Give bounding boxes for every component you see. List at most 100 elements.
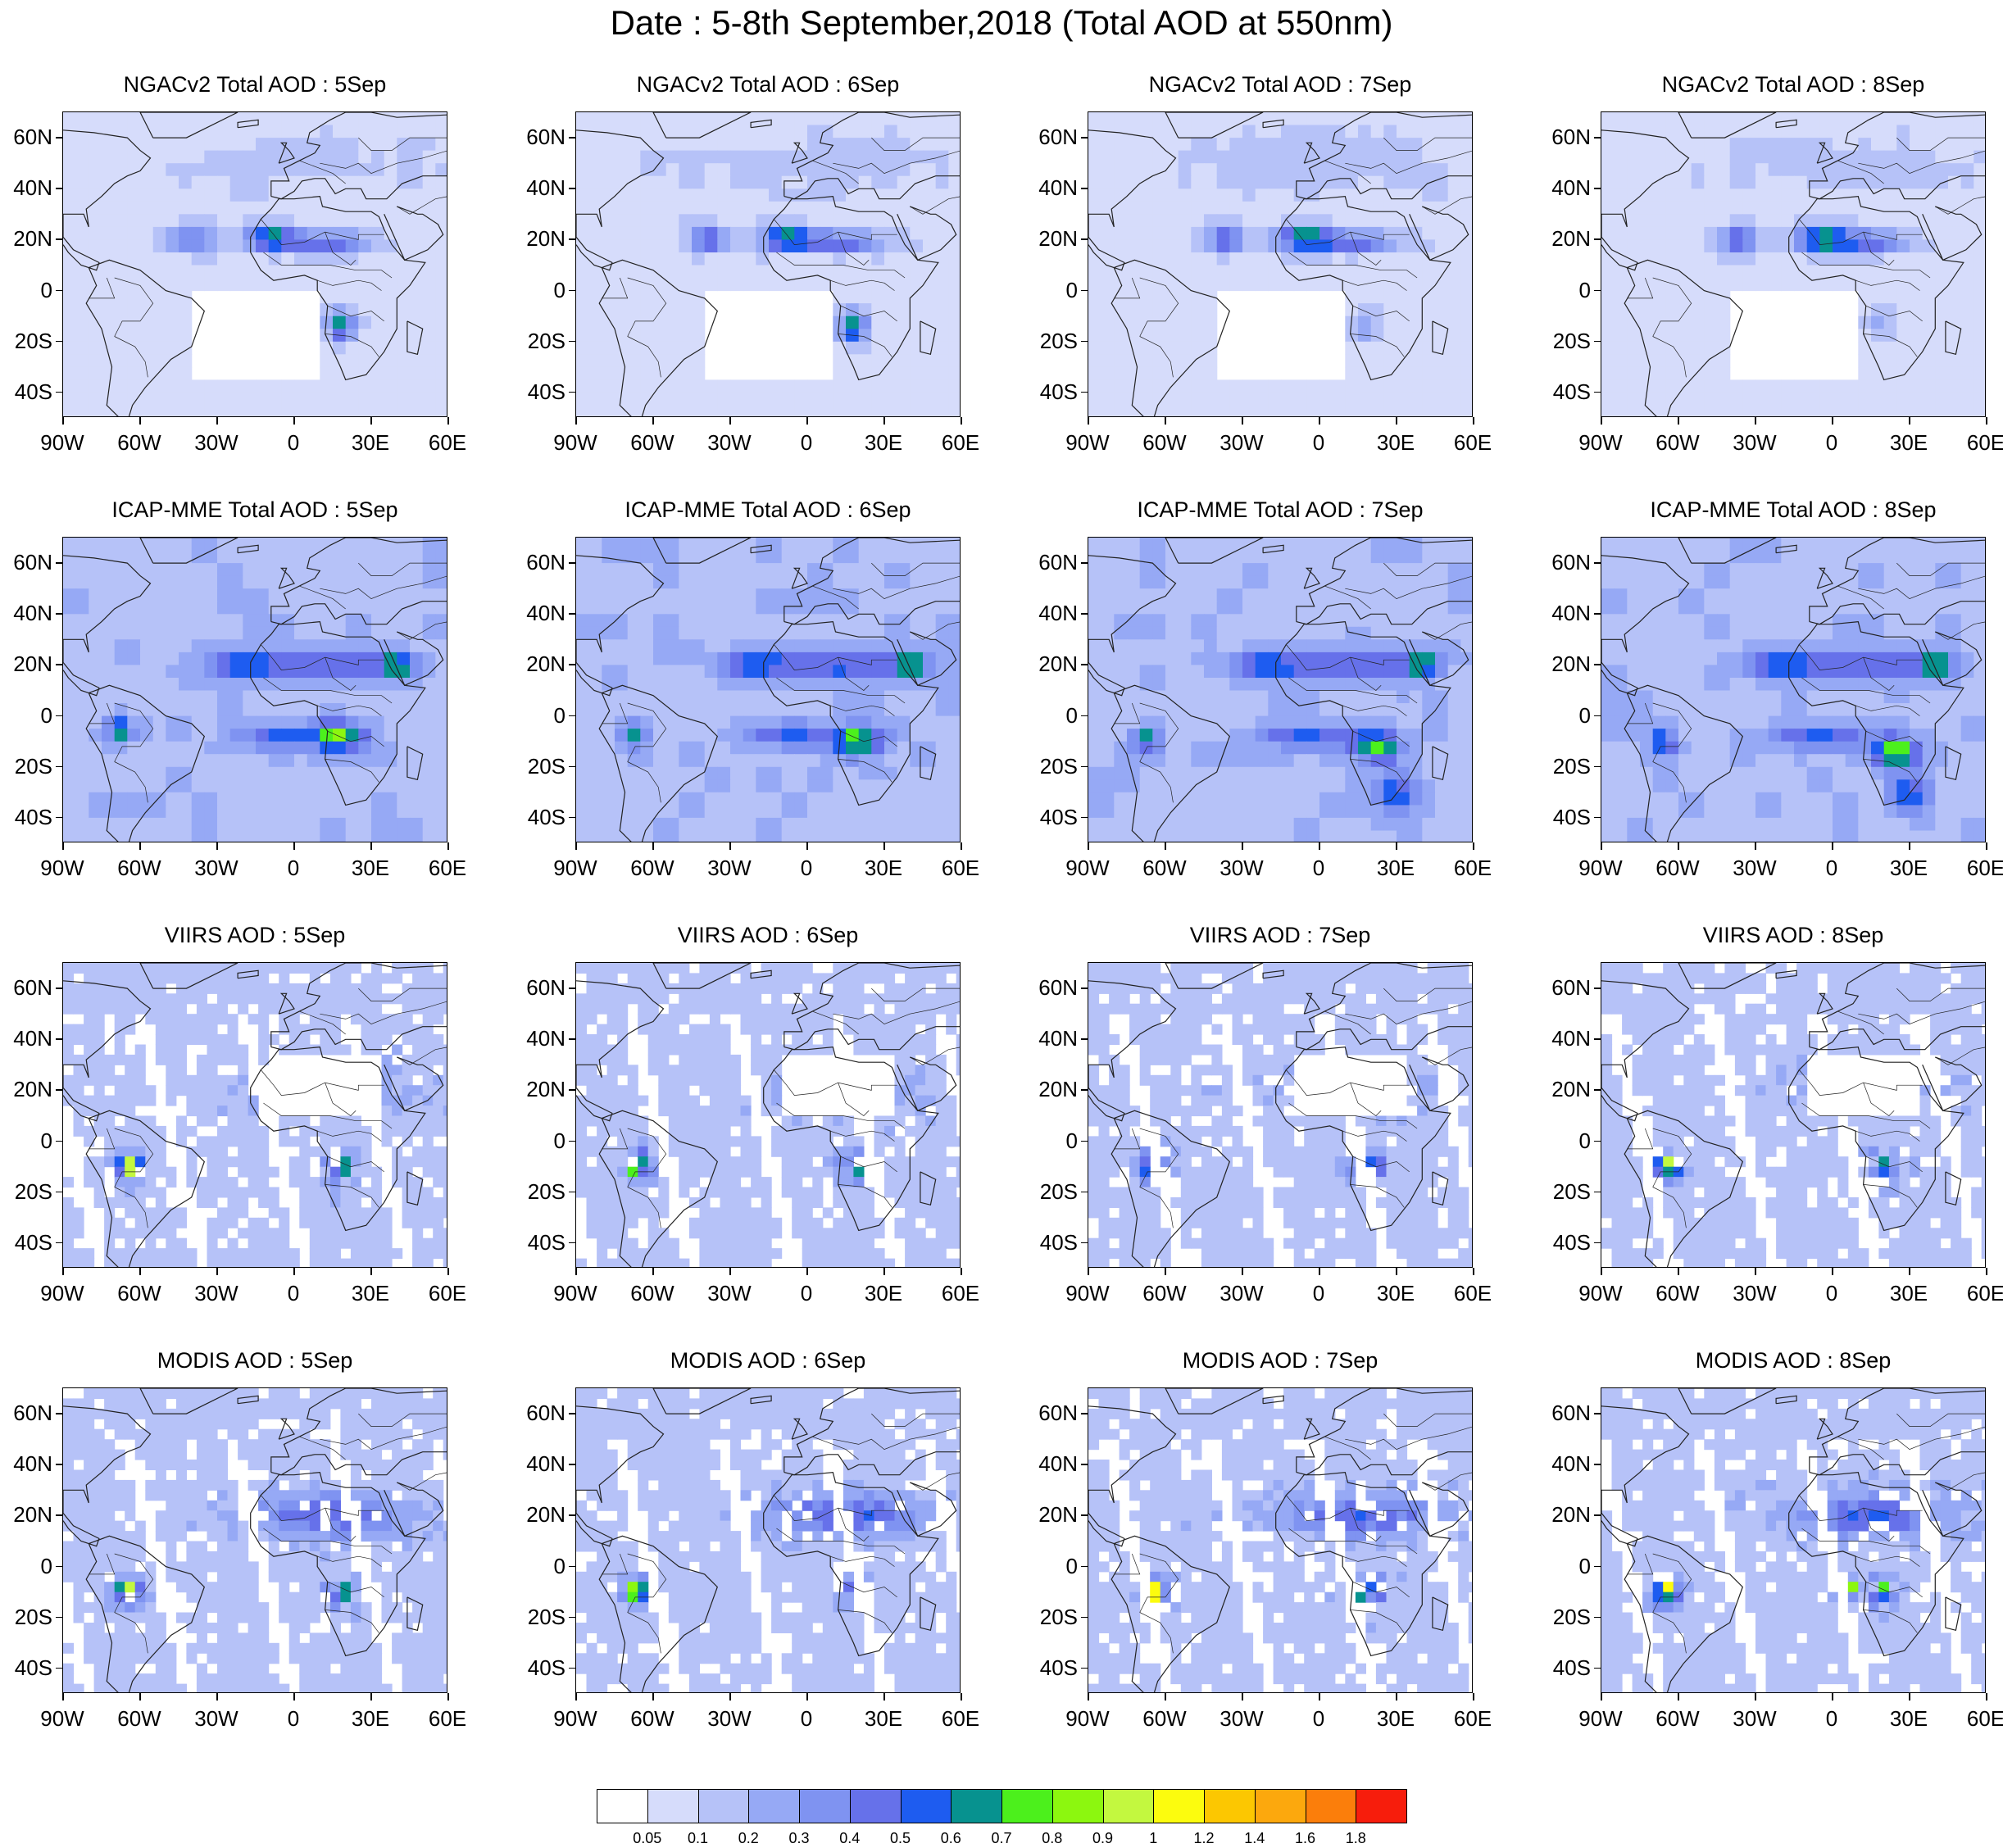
lat-tick-label: 40N (526, 601, 565, 626)
lat-tick-label: 60N (526, 975, 565, 1001)
panel-title: VIIRS AOD : 8Sep (1702, 923, 1884, 947)
lon-tick (1242, 417, 1243, 425)
lat-tick-label: 60N (1551, 1401, 1591, 1426)
map-panel-modis-3: MODIS AOD : 7Sep 60N 40N 20N 0 20S 40S 90W 60W 30… (1038, 1348, 1492, 1741)
lon-tick (370, 1693, 372, 1700)
lon-tick-label: 90W (553, 1706, 597, 1731)
lat-tick (1594, 1413, 1601, 1414)
lat-tick (1594, 1242, 1601, 1244)
lon-tick-label: 90W (1065, 856, 1110, 880)
lat-tick-label: 0 (553, 702, 565, 728)
lat-tick (56, 289, 62, 292)
map-panel-ngac-4: NGACv2 Total AOD : 8Sep 60N 40N 20N 0 20S 40S 9… (1551, 72, 2003, 465)
lon-tick (1909, 1693, 1910, 1700)
lon-tick-label: 60E (941, 1281, 980, 1305)
lon-tick (1473, 842, 1474, 850)
lon-tick-label: 30W (1733, 430, 1777, 455)
lat-tick (56, 1464, 62, 1465)
lon-tick (883, 417, 885, 425)
lat-tick (56, 391, 62, 393)
lat-tick (56, 1038, 62, 1040)
aod-field (576, 112, 960, 416)
lon-tick (1088, 1268, 1089, 1275)
lat-tick (56, 988, 62, 989)
lon-tick-label: 30W (1733, 1706, 1777, 1731)
colorbar-label: 1.4 (1244, 1830, 1265, 1846)
lon-tick-label: 60E (428, 1281, 467, 1305)
aod-map (1088, 111, 1473, 417)
lat-tick (1081, 765, 1088, 768)
lon-tick (1319, 842, 1320, 850)
lat-tick (569, 613, 575, 615)
lat-tick-label: 40S (1039, 1655, 1078, 1680)
lon-tick (1678, 417, 1679, 425)
lon-tick-label: 30E (1889, 1281, 1928, 1305)
lon-tick (652, 1693, 654, 1700)
lon-tick-label: 30W (1220, 1281, 1264, 1305)
lon-tick (806, 1693, 808, 1700)
map-panel-viirs-4: VIIRS AOD : 8Sep 60N 40N 20N 0 20S 40S 90W 60W 30… (1551, 923, 2003, 1316)
lat-tick (1081, 1464, 1088, 1465)
lon-tick-label: 60W (630, 1281, 674, 1305)
lon-tick-label: 60E (1966, 430, 2003, 455)
lat-tick (1081, 137, 1088, 138)
lat-tick-label: 0 (1065, 702, 1078, 728)
lon-tick (1601, 1268, 1602, 1275)
lat-tick-label: 0 (1065, 1128, 1078, 1153)
lat-tick-label: 0 (1578, 702, 1591, 728)
lon-tick (1832, 1693, 1833, 1700)
lon-tick-label: 0 (287, 430, 300, 455)
lon-tick-label: 90W (40, 430, 84, 455)
lon-tick (1165, 842, 1166, 850)
panel-title: MODIS AOD : 7Sep (1182, 1348, 1378, 1373)
lon-tick-label: 30W (194, 1706, 238, 1731)
aod-field (576, 1388, 960, 1692)
lon-tick-label: 0 (287, 1281, 300, 1305)
lon-tick (1986, 417, 1987, 425)
lat-tick-label: 20S (14, 753, 52, 779)
lon-tick-label: 0 (287, 1706, 300, 1731)
lon-tick-label: 0 (800, 856, 813, 880)
lon-tick (1473, 417, 1474, 425)
lat-tick-label: 0 (553, 277, 565, 302)
lat-tick-label: 0 (40, 277, 52, 302)
colorbar-box (799, 1789, 851, 1823)
lat-tick-label: 40N (1551, 601, 1591, 626)
aod-map (1088, 962, 1473, 1268)
colorbar-box (1051, 1789, 1104, 1823)
map-panel-icap-3: ICAP-MME Total AOD : 7Sep 60N 40N 20N 0 20S 40… (1038, 497, 1492, 891)
lat-tick (569, 289, 575, 292)
aod-field (63, 112, 447, 416)
lat-tick (569, 1089, 575, 1091)
lat-tick-label: 40S (1552, 1229, 1591, 1255)
lat-tick-label: 20S (1039, 328, 1078, 353)
lat-tick-label: 60N (1551, 975, 1591, 1001)
lon-tick-label: 30W (707, 1706, 752, 1731)
lon-tick (1396, 1693, 1397, 1700)
lat-tick-label: 40S (1552, 804, 1591, 829)
lat-tick (569, 1565, 575, 1568)
lat-tick-label: 20N (1551, 1502, 1591, 1528)
lat-tick (1594, 1616, 1601, 1619)
lon-tick (293, 1268, 295, 1275)
lon-tick-label: 60W (630, 1706, 674, 1731)
lon-tick (1601, 417, 1602, 425)
lat-tick-label: 40N (526, 175, 565, 201)
lon-tick (370, 842, 372, 850)
lat-tick-label: 20S (14, 1178, 52, 1204)
lat-tick (1081, 562, 1088, 564)
lon-tick-label: 60W (1142, 430, 1187, 455)
lat-tick (56, 1191, 62, 1193)
lon-tick (729, 417, 731, 425)
lat-tick-label: 20N (1038, 1077, 1078, 1102)
lat-tick-label: 20N (1551, 1077, 1591, 1102)
panel-title: ICAP-MME Total AOD : 5Sep (111, 497, 398, 522)
lon-tick-label: 30E (351, 430, 390, 455)
lon-tick (1242, 1693, 1243, 1700)
lon-tick-label: 60E (941, 430, 980, 455)
panel-title: NGACv2 Total AOD : 8Sep (1661, 72, 1925, 97)
lat-tick (1081, 1140, 1088, 1142)
lat-tick-label: 0 (40, 702, 52, 728)
lon-tick-label: 60E (1966, 1706, 2003, 1731)
aod-field (1601, 1388, 1985, 1692)
